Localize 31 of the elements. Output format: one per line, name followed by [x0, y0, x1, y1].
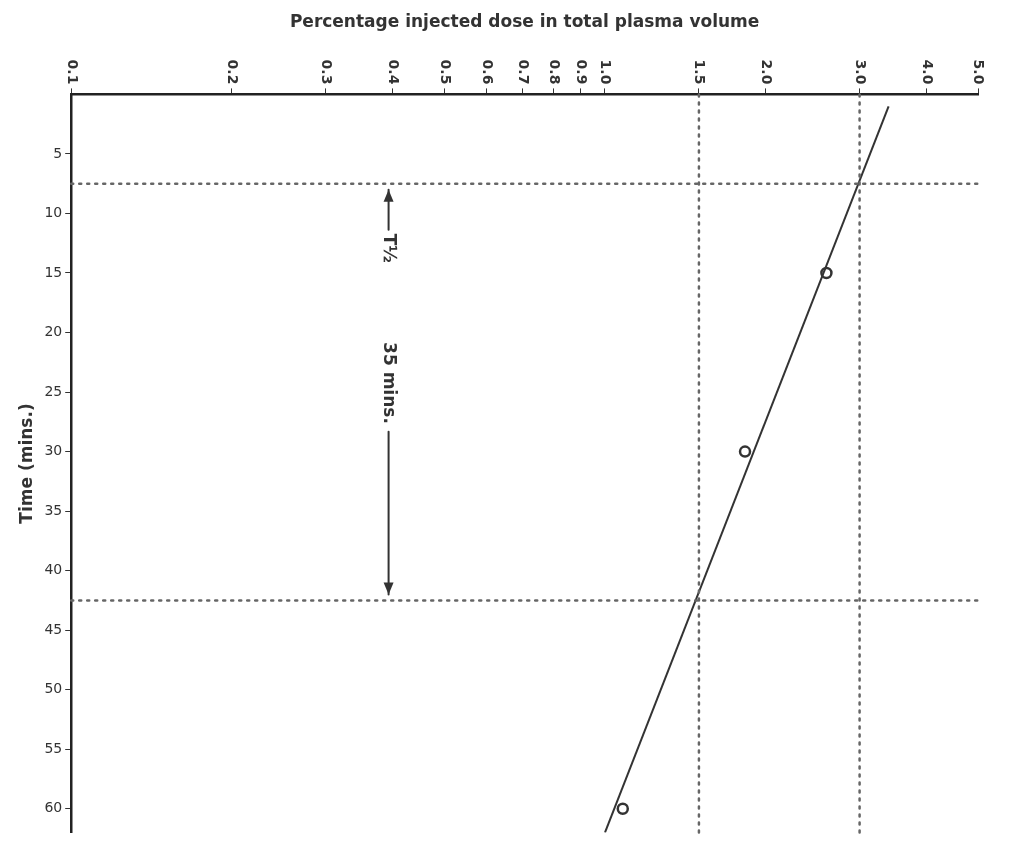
y-tick-label: 25	[44, 382, 63, 399]
y-axis-title: Time (mins.)	[15, 403, 36, 524]
x-tick-label: 1.0	[598, 59, 615, 85]
x-tick-label: 0.7	[515, 59, 532, 85]
x-tick-label: 0.4	[385, 59, 402, 85]
y-tick-label: 15	[44, 263, 63, 280]
x-tick-label: 0.1	[64, 59, 81, 85]
y-tick-label: 10	[44, 204, 63, 221]
y-tick-label: 40	[44, 561, 63, 578]
x-tick-label: 0.5	[437, 59, 454, 85]
x-tick-label: 0.3	[319, 59, 336, 85]
x-tick-label: 0.6	[479, 59, 496, 85]
x-tick-label: 4.0	[919, 59, 936, 85]
x-tick-label: 0.8	[546, 59, 563, 85]
x-axis-title: Percentage injected dose in total plasma volume	[289, 10, 760, 31]
annotation: T½	[380, 233, 401, 263]
y-tick-label: 50	[44, 680, 63, 697]
x-tick-label: 5.0	[971, 59, 988, 85]
y-tick-label: 5	[53, 144, 63, 161]
y-tick-label: 45	[44, 620, 63, 637]
y-tick-label: 30	[44, 442, 63, 459]
x-tick-label: 1.5	[692, 59, 709, 85]
x-tick-label: 3.0	[852, 59, 869, 85]
y-tick-label: 20	[44, 323, 63, 340]
annotation: 35 mins.	[380, 342, 401, 424]
y-tick-label: 35	[44, 501, 63, 518]
y-tick-label: 55	[44, 739, 63, 756]
y-tick-label: 60	[44, 799, 63, 816]
x-tick-label: 0.9	[573, 59, 590, 85]
x-tick-label: 0.2	[225, 59, 242, 85]
x-tick-label: 2.0	[758, 59, 775, 85]
